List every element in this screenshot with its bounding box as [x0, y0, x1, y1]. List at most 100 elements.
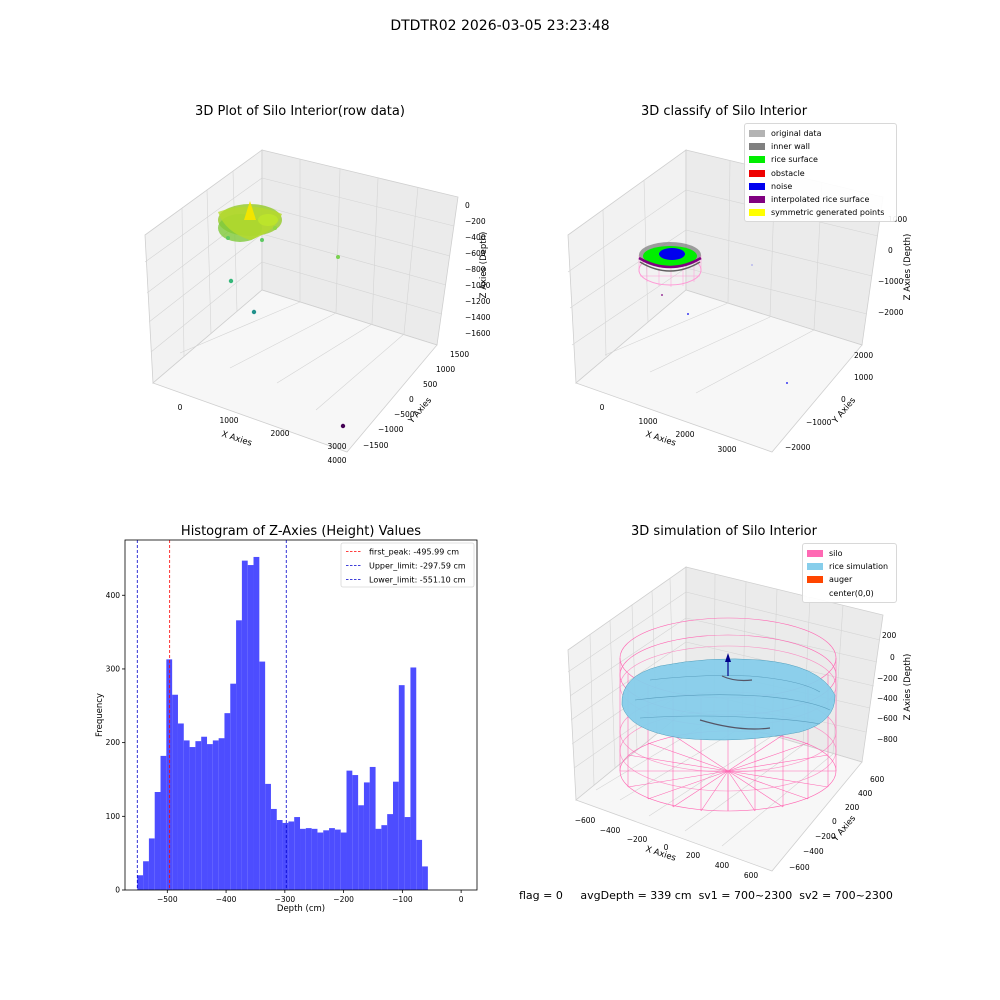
- raw-plot-title: 3D Plot of Silo Interior(row data): [195, 104, 405, 119]
- histogram-bar: [218, 738, 225, 890]
- simulation-xlabel: X Axies: [644, 844, 677, 863]
- histogram-bar: [195, 741, 202, 890]
- histogram-bar: [393, 781, 399, 890]
- histogram-bar: [270, 808, 277, 890]
- simulation-ztick: −600: [877, 714, 898, 723]
- histogram-bar: [166, 659, 173, 890]
- histogram-bar: [311, 828, 318, 890]
- histogram-bar: [265, 783, 271, 890]
- classify-legend-swatch: [749, 209, 765, 217]
- simulation-xtick: 0: [664, 843, 669, 852]
- classify-legend-label: noise: [771, 181, 793, 191]
- histogram-bar: [334, 829, 341, 890]
- simulation-ytick: 600: [870, 775, 885, 784]
- classify-legend-swatch: [749, 143, 765, 151]
- raw-zlabel: Z Axies (Depth): [479, 232, 489, 299]
- classify-legend-item: rice surface: [749, 153, 892, 166]
- classify-xtick: 1000: [638, 417, 657, 426]
- simulation-ztick: −200: [877, 674, 898, 683]
- simulation-ytick: −600: [789, 863, 810, 872]
- raw-ytick: 500: [423, 380, 438, 389]
- classify-ytick: 2000: [854, 351, 873, 360]
- classify-legend-label: original data: [771, 129, 822, 139]
- simulation-legend: silo rice simulation auger center(0,0): [802, 543, 897, 603]
- raw-ytick: −1500: [363, 441, 389, 450]
- raw-point-cloud: [218, 201, 346, 429]
- raw-ytick: −1000: [378, 425, 404, 434]
- histogram-bar: [148, 838, 155, 890]
- histogram-bar: [416, 839, 423, 890]
- classify-ztick: 0: [888, 246, 893, 255]
- classify-legend-item: interpolated rice surface: [749, 193, 892, 206]
- histogram-bar: [276, 820, 283, 890]
- histogram-bar: [352, 775, 359, 890]
- histogram-bar: [137, 875, 144, 890]
- simulation-xtick: −400: [600, 826, 621, 835]
- classify-legend-swatch: [749, 182, 765, 190]
- raw-xtick: 4000: [327, 456, 346, 465]
- histogram-xlabel: Depth (cm): [277, 904, 325, 914]
- histogram-bar: [317, 832, 324, 890]
- histogram-ytick-label: 0: [115, 886, 120, 895]
- histogram-bar: [282, 822, 289, 890]
- raw-xtick: 2000: [270, 429, 289, 438]
- classify-legend-item: symmetric generated points: [749, 206, 892, 219]
- simulation-legend-swatch: [807, 576, 823, 584]
- histogram-bar: [323, 830, 330, 890]
- classify-ytick: −2000: [785, 443, 811, 452]
- histogram-xtick-label: −500: [157, 895, 178, 904]
- histogram-bar: [183, 740, 190, 890]
- classify-xtick: 3000: [717, 445, 736, 454]
- raw-ztick: −1200: [465, 297, 491, 306]
- raw-ztick: −1000: [465, 281, 491, 290]
- simulation-legend-label: rice simulation: [829, 562, 889, 572]
- simulation-legend-swatch: [807, 550, 823, 558]
- simulation-legend-label: silo: [829, 549, 843, 559]
- simulation-legend-label: center(0,0): [829, 588, 874, 598]
- classify-legend-swatch: [749, 130, 765, 138]
- sv1-text: sv1 = 700~2300: [698, 889, 793, 902]
- simulation-xtick: 200: [686, 851, 701, 860]
- simulation-legend-swatch: [807, 589, 823, 597]
- classify-legend-label: obstacle: [771, 168, 805, 178]
- raw-ytick: 0: [409, 395, 414, 404]
- histogram-xtick-label: 0: [459, 895, 464, 904]
- simulation-ztick: −400: [877, 694, 898, 703]
- histogram-bar: [247, 565, 254, 890]
- raw-ztick: −600: [465, 249, 486, 258]
- classify-point-cloud: [638, 242, 788, 384]
- legend-lower-limit: Lower_limit: -551.10 cm: [369, 576, 466, 585]
- histogram-bar: [305, 828, 312, 890]
- histogram-bar: [172, 694, 178, 890]
- classify-legend-item: inner wall: [749, 140, 892, 153]
- classify-ztick: −2000: [878, 308, 904, 317]
- classify-legend-item: original data: [749, 127, 892, 140]
- legend-first-peak: first_peak: -495.99 cm: [369, 548, 459, 557]
- histogram-bar: [143, 861, 149, 890]
- simulation-xtick: −600: [575, 816, 596, 825]
- histogram-ytick-label: 200: [106, 738, 121, 747]
- simulation-legend-label: auger: [829, 575, 853, 585]
- histogram-bar: [207, 744, 213, 890]
- histogram-bar: [154, 792, 161, 890]
- rice-simulation-surface: [621, 653, 836, 741]
- histogram-xtick-label: −300: [275, 895, 296, 904]
- raw-xlabel: X Axies: [220, 429, 253, 448]
- histogram-title: Histogram of Z-Axies (Height) Values: [180, 524, 422, 539]
- flag-text: flag = 0: [519, 889, 563, 902]
- histogram-bar: [288, 821, 295, 890]
- simulation-plot-title: 3D simulation of Silo Interior: [631, 524, 817, 539]
- classify-legend-swatch: [749, 156, 765, 164]
- simulation-3d-plot: −600 −400 −200 0 200 400 600 600 400 200…: [567, 566, 913, 880]
- raw-xtick: 0: [178, 403, 183, 412]
- histogram-bar: [230, 683, 237, 890]
- classify-legend-label: rice surface: [771, 155, 818, 165]
- simulation-zlabel: Z Axies (Depth): [903, 654, 913, 721]
- histogram-bar: [363, 782, 370, 890]
- histogram-xtick-label: −200: [333, 895, 354, 904]
- simulation-legend-item: silo: [807, 547, 892, 560]
- histogram-bar: [410, 667, 417, 890]
- simulation-xtick: 600: [744, 871, 759, 880]
- simulation-legend-swatch: [807, 563, 823, 571]
- histogram-bar: [387, 814, 394, 890]
